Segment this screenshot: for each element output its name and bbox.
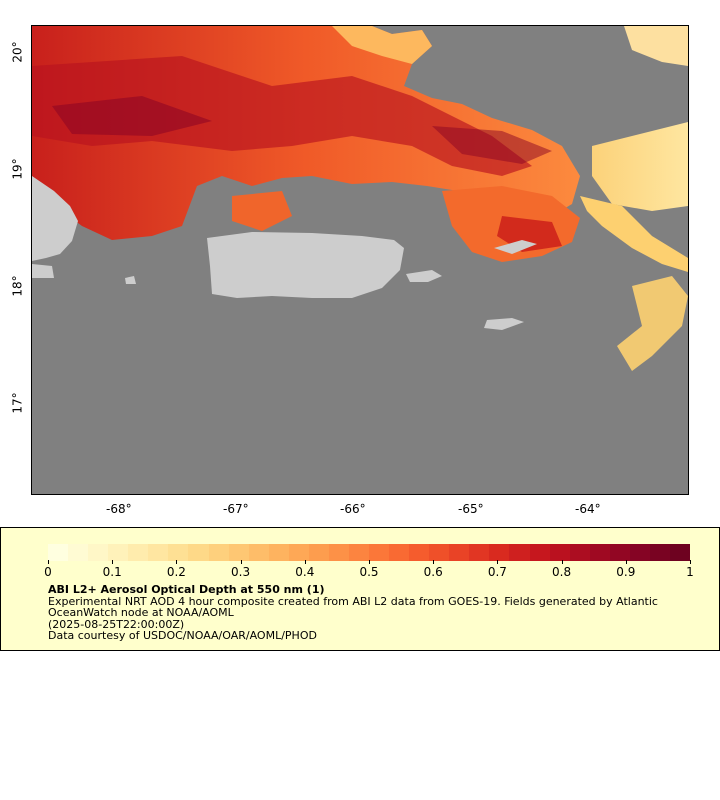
colorbar — [48, 544, 690, 561]
lon-label-67: -67° — [223, 502, 249, 516]
colorbar-tick-label: 0.7 — [487, 565, 507, 579]
colorbar-swatch — [449, 544, 470, 561]
colorbar-swatch — [248, 544, 269, 561]
legend-text: ABI L2+ Aerosol Optical Depth at 550 nm … — [48, 584, 698, 642]
colorbar-tick-label: 0.8 — [552, 565, 572, 579]
lon-label-66: -66° — [340, 502, 366, 516]
colorbar-swatch — [308, 544, 329, 561]
colorbar-tick — [240, 560, 242, 564]
colorbar-tick-label: 0.2 — [166, 565, 186, 579]
colorbar-swatch — [288, 544, 309, 561]
aerosol-plume-east — [580, 26, 688, 371]
map-canvas — [32, 26, 688, 371]
legend-panel: 0 0.1 0.2 0.3 0.4 0.5 0.6 0.7 0.8 0.9 1 ABI L2+ Ae… — [0, 527, 720, 651]
colorbar-tick — [304, 560, 306, 564]
colorbar-swatch — [348, 544, 369, 561]
colorbar-tick — [433, 560, 435, 564]
land-masses — [32, 176, 537, 330]
colorbar-tick — [369, 560, 370, 564]
colorbar-swatch — [328, 544, 349, 561]
lon-label-64: -64° — [575, 502, 601, 516]
colorbar-swatch — [549, 544, 570, 561]
colorbar-tick-label: 0.5 — [359, 565, 379, 579]
colorbar-swatch — [629, 544, 650, 561]
legend-timestamp: (2025-08-25T22:00:00Z) — [48, 617, 185, 631]
colorbar-swatch — [429, 544, 450, 561]
colorbar-swatch — [128, 544, 149, 561]
colorbar-tick — [176, 560, 178, 564]
colorbar-tick-label: 0.4 — [295, 565, 315, 579]
colorbar-tick-label: 1 — [686, 565, 694, 579]
colorbar-swatch — [589, 544, 610, 561]
colorbar-swatch — [569, 544, 590, 561]
colorbar-swatch — [649, 544, 670, 561]
colorbar-tick — [112, 560, 114, 564]
colorbar-swatch — [188, 544, 209, 561]
colorbar-tick — [690, 560, 691, 564]
colorbar-swatch — [88, 544, 109, 561]
colorbar-tick — [561, 560, 563, 564]
legend-title: ABI L2+ Aerosol Optical Depth at 550 nm … — [48, 583, 325, 596]
colorbar-swatch — [389, 544, 410, 561]
lon-label-65: -65° — [458, 502, 484, 516]
colorbar-swatch — [609, 544, 630, 561]
colorbar-swatch — [168, 544, 189, 561]
lat-label-17: 17° — [10, 392, 25, 414]
aerosol-plume-north — [32, 26, 580, 240]
colorbar-swatch — [268, 544, 289, 561]
colorbar-swatch — [108, 544, 129, 561]
colorbar-tick-label: 0.1 — [102, 565, 122, 579]
colorbar-tick-label: 0 — [44, 565, 52, 579]
colorbar-swatch — [228, 544, 249, 561]
colorbar-tick — [625, 560, 627, 564]
colorbar-swatch — [148, 544, 169, 561]
colorbar-tick-label: 0.6 — [423, 565, 443, 579]
lon-label-68: -68° — [106, 502, 132, 516]
colorbar-tick — [497, 560, 499, 564]
legend-credit: Data courtesy of USDOC/NOAA/OAR/AOML/PHO… — [48, 629, 317, 642]
lat-label-19: 19° — [10, 158, 25, 180]
colorbar-tick-label: 0.3 — [231, 565, 251, 579]
colorbar-tick-label: 0.9 — [616, 565, 636, 579]
aod-map — [31, 25, 689, 495]
colorbar-tick — [48, 560, 49, 564]
colorbar-swatch — [68, 544, 89, 561]
colorbar-swatch — [489, 544, 510, 561]
colorbar-swatch — [469, 544, 490, 561]
lat-label-20: 20° — [10, 41, 25, 63]
colorbar-swatch — [529, 544, 550, 561]
colorbar-swatch — [409, 544, 430, 561]
colorbar-swatch — [669, 544, 690, 561]
colorbar-swatch — [48, 544, 69, 561]
legend-description: Experimental NRT AOD 4 hour composite cr… — [48, 594, 658, 619]
colorbar-swatch — [208, 544, 229, 561]
lat-label-18: 18° — [10, 275, 25, 297]
colorbar-swatch — [369, 544, 390, 561]
colorbar-swatch — [509, 544, 530, 561]
